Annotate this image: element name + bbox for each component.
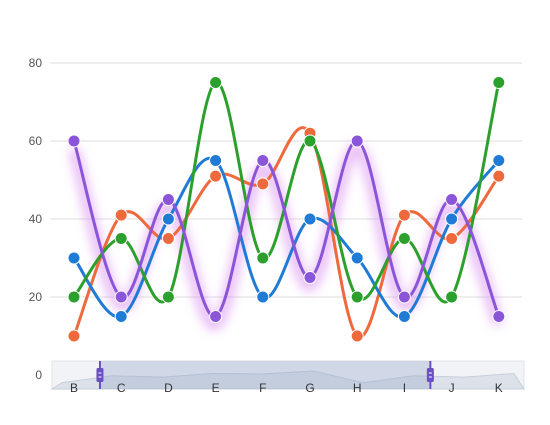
series-point bbox=[256, 177, 270, 191]
zoom-start-handle[interactable] bbox=[96, 361, 104, 389]
series-point bbox=[350, 290, 364, 304]
x-tick-label: D bbox=[164, 381, 173, 395]
series-point bbox=[492, 154, 506, 167]
series-point bbox=[492, 169, 506, 183]
y-axis-tick-labels: 0 20 40 60 80 bbox=[29, 56, 43, 382]
x-tick-label: F bbox=[259, 381, 266, 395]
series-point bbox=[445, 212, 459, 226]
series-point bbox=[161, 193, 175, 206]
y-tick-label: 40 bbox=[29, 212, 43, 226]
series-point bbox=[397, 232, 411, 245]
series-line-2 bbox=[72, 156, 501, 319]
series-line-1 bbox=[72, 126, 501, 339]
series-point bbox=[114, 310, 128, 323]
series-point bbox=[209, 310, 223, 323]
x-tick-label: C bbox=[117, 381, 126, 395]
series-point bbox=[256, 154, 270, 167]
x-tick-label: H bbox=[353, 381, 362, 395]
x-tick-label: J bbox=[449, 381, 455, 395]
series-point bbox=[161, 290, 175, 304]
series-point bbox=[256, 290, 270, 304]
x-axis-tick-labels: B C D E F G H I J K bbox=[70, 381, 503, 395]
y-tick-label: 60 bbox=[29, 134, 43, 148]
y-tick-label: 20 bbox=[29, 290, 43, 304]
series-point bbox=[114, 232, 128, 245]
series-point bbox=[303, 134, 317, 148]
series-glow-4 bbox=[68, 143, 505, 331]
x-tick-label: I bbox=[403, 381, 406, 395]
series-line-4 bbox=[72, 139, 501, 318]
series-point bbox=[445, 232, 459, 245]
zoom-end-handle[interactable] bbox=[426, 361, 434, 389]
series-point bbox=[397, 310, 411, 323]
series-point bbox=[350, 134, 364, 148]
series-point bbox=[256, 251, 270, 265]
y-tick-label: 80 bbox=[29, 56, 43, 70]
zoom-overview-area bbox=[50, 370, 525, 390]
series-point bbox=[114, 290, 128, 304]
zoom-selected-range bbox=[99, 361, 431, 389]
series-point bbox=[350, 329, 364, 343]
series-point bbox=[303, 271, 317, 284]
series-point bbox=[397, 208, 411, 222]
series-lines bbox=[72, 80, 501, 339]
series-point bbox=[209, 154, 223, 167]
series-glow-layer bbox=[68, 143, 505, 331]
series-point bbox=[67, 134, 81, 148]
series-point bbox=[303, 212, 317, 226]
series-point bbox=[445, 290, 459, 304]
series-point bbox=[445, 193, 459, 206]
series-point bbox=[161, 212, 175, 226]
series-point bbox=[114, 208, 128, 222]
series-point bbox=[350, 251, 364, 265]
y-tick-label: 0 bbox=[35, 368, 42, 382]
series-point bbox=[209, 76, 223, 89]
series-point bbox=[161, 232, 175, 245]
series-point bbox=[67, 329, 81, 343]
series-point bbox=[397, 290, 411, 304]
data-zoom-slider[interactable] bbox=[50, 360, 525, 390]
series-point bbox=[67, 251, 81, 265]
series-points bbox=[67, 76, 506, 343]
x-tick-label: E bbox=[212, 381, 220, 395]
x-tick-label: K bbox=[495, 381, 503, 395]
series-point bbox=[209, 169, 223, 183]
series-point bbox=[492, 310, 506, 323]
zoom-handle-grip bbox=[96, 368, 104, 382]
zoom-handle-grip bbox=[426, 368, 434, 382]
x-tick-label: B bbox=[70, 381, 78, 395]
series-point bbox=[492, 76, 506, 89]
series-point bbox=[67, 290, 81, 304]
x-tick-label: G bbox=[305, 381, 314, 395]
